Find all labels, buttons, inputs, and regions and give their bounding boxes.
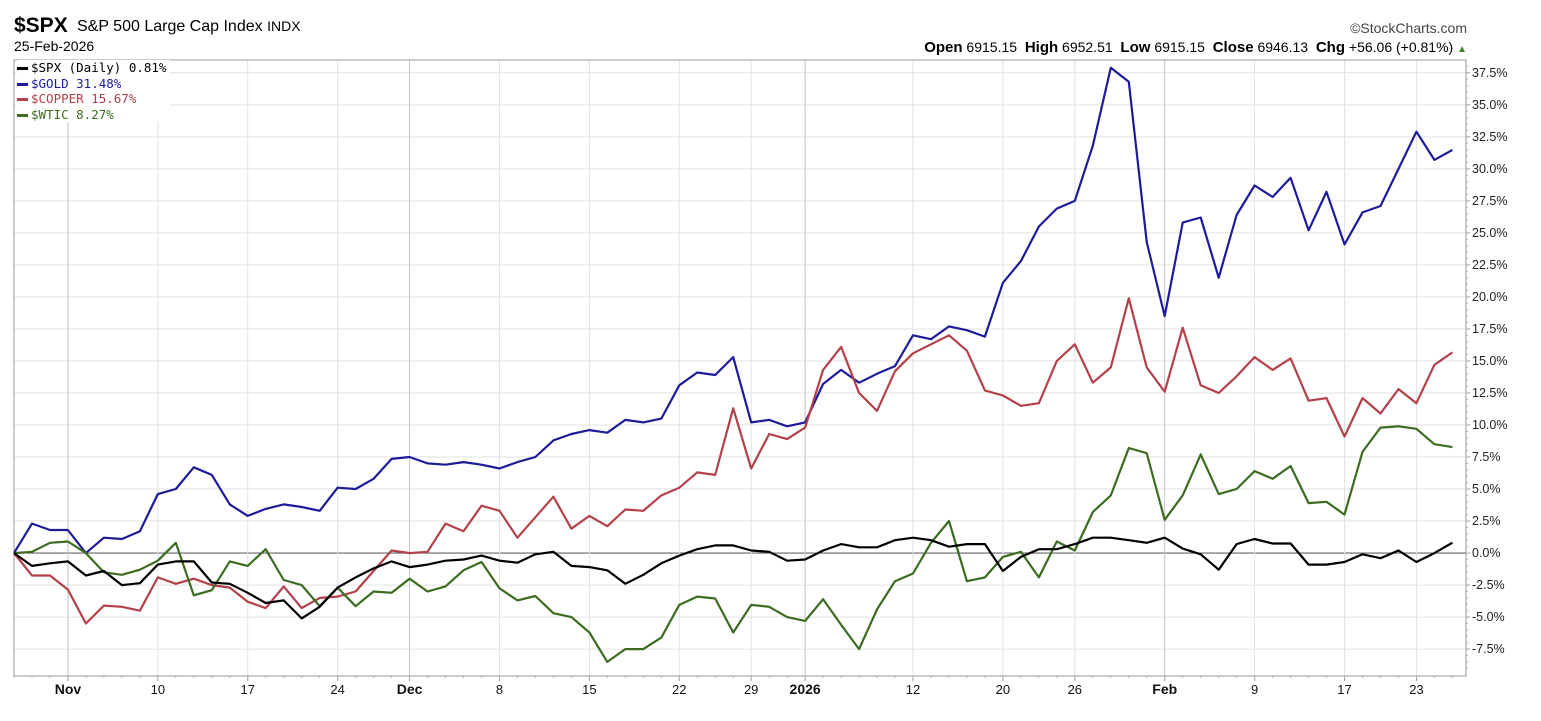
series-line-gold — [13, 66, 1453, 555]
x-tick-label: 12 — [906, 682, 920, 697]
x-tick-label: 29 — [744, 682, 758, 697]
x-tick-label: 23 — [1409, 682, 1423, 697]
high-label: High — [1024, 39, 1059, 56]
legend: $SPX (Daily) 0.81% $GOLD 31.48% $COPPER 15… — [17, 60, 171, 123]
y-tick-label: 10.0% — [1472, 418, 1507, 432]
legend-swatch — [17, 82, 28, 86]
series-line-wtic — [13, 425, 1453, 664]
legend-item: $COPPER 15.67% — [17, 91, 166, 107]
chg-label: Chg — [1315, 39, 1346, 56]
x-tick-label: Nov — [55, 681, 82, 697]
legend-label: $WTIC 8.27% — [31, 106, 114, 122]
y-tick-label: -7.5% — [1472, 642, 1505, 656]
legend-item: $SPX (Daily) 0.81% — [17, 60, 166, 76]
x-tick-label: 9 — [1251, 682, 1258, 697]
legend-label: $COPPER 15.67% — [31, 91, 137, 106]
x-tick-label: 17 — [241, 682, 255, 697]
legend-label: $SPX (Daily) 0.81% — [31, 60, 167, 75]
x-tick-label: 20 — [996, 682, 1010, 697]
x-tick-label: 24 — [330, 682, 344, 697]
y-tick-label: 7.5% — [1472, 450, 1501, 464]
y-tick-label: 2.5% — [1472, 514, 1501, 528]
y-tick-label: 5.0% — [1472, 482, 1501, 496]
series-line-spx — [13, 536, 1453, 620]
y-tick-label: 22.5% — [1472, 258, 1507, 272]
y-tick-label: 30.0% — [1472, 162, 1507, 176]
x-tick-label: 15 — [582, 682, 596, 697]
low-label: Low — [1120, 39, 1151, 56]
description: S&P 500 Large Cap Index INDX — [77, 18, 301, 36]
y-tick-label: 27.5% — [1472, 194, 1507, 208]
series-line-copper — [13, 297, 1454, 625]
legend-swatch — [17, 113, 28, 117]
legend-swatch — [17, 67, 28, 70]
low-value: 6915.15 — [1154, 39, 1205, 55]
x-tick-label: Dec — [397, 681, 423, 697]
y-tick-label: 32.5% — [1472, 130, 1507, 144]
high-value: 6952.51 — [1062, 39, 1113, 55]
y-tick-label: 25.0% — [1472, 226, 1507, 240]
plot-frame — [13, 59, 1467, 677]
legend-label: $GOLD 31.48% — [31, 75, 122, 91]
x-tick-label: 17 — [1337, 682, 1351, 697]
description-text: S&P 500 Large Cap Index — [77, 18, 263, 35]
x-tick-label: 2026 — [790, 681, 821, 697]
y-tick-label: 35.0% — [1472, 98, 1507, 112]
close-value: 6946.13 — [1257, 39, 1309, 55]
y-tick-label: 0.0% — [1472, 546, 1501, 560]
legend-swatch — [17, 98, 28, 101]
chart-date: 25-Feb-2026 — [14, 38, 95, 54]
y-tick-label: -2.5% — [1472, 578, 1505, 592]
x-tick-label: 10 — [151, 682, 165, 697]
y-tick-label: 12.5% — [1472, 386, 1507, 400]
y-tick-label: 37.5% — [1472, 66, 1507, 80]
brand[interactable]: ©StockCharts.com — [1350, 20, 1467, 36]
open-value: 6915.15 — [966, 39, 1018, 55]
y-tick-label: -5.0% — [1472, 610, 1505, 624]
x-tick-label: 8 — [496, 682, 503, 697]
symbol: $SPX — [14, 14, 68, 37]
exchange: INDX — [267, 18, 301, 34]
close-label: Close — [1212, 39, 1254, 56]
x-tick-label: 22 — [672, 682, 686, 697]
y-tick-label: 15.0% — [1472, 354, 1507, 368]
chg-value: +56.06 (+0.81%) — [1348, 39, 1454, 55]
x-tick-label: 26 — [1068, 682, 1082, 697]
x-tick-label: Feb — [1152, 681, 1177, 697]
y-tick-label: 20.0% — [1472, 290, 1507, 304]
ohlc-readout: Open 6915.15 High 6952.51 Low 6915.15 Cl… — [924, 39, 1467, 56]
triangle-up-icon: ▲ — [1457, 44, 1467, 55]
legend-item: $WTIC 8.27% — [17, 107, 166, 123]
y-tick-label: 17.5% — [1472, 322, 1507, 336]
open-label: Open — [924, 39, 963, 56]
legend-item: $GOLD 31.48% — [17, 76, 166, 92]
